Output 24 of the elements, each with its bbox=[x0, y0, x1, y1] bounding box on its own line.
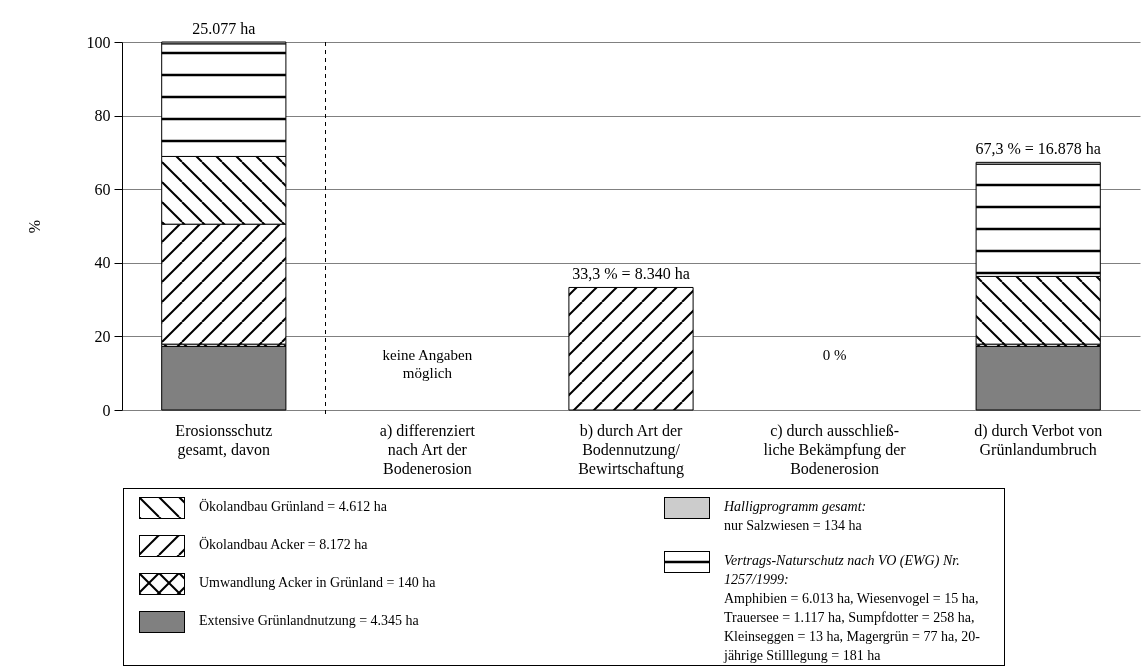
y-tick-label: 60 bbox=[94, 180, 111, 198]
legend-label: Extensive Grünlandnutzung = 4.345 ha bbox=[199, 612, 419, 630]
y-tick-label: 0 bbox=[102, 401, 111, 419]
legend-label: Vertrags-Naturschutz nach VO (EWG) Nr. 1257/1999: Amphibien = 6.013 ha, Wiesenvogel = 15 ha, Trauersee = 1.117 ha, Sumpfdotter = 258 ha, Kleinseggen = 13 ha, Magergrün = 77 ha, 20-jährige Stilllegung = 181 ha bbox=[724, 552, 981, 665]
y-axis-title: % bbox=[25, 219, 43, 234]
annotation: 67,3 % = 16.878 ha bbox=[975, 140, 1101, 158]
x-tick-label: b) durch Art der Bodennutzung/ Bewirtschaftung bbox=[578, 421, 684, 478]
y-tick-label: 100 bbox=[86, 33, 111, 51]
annotation: 25.077 ha bbox=[192, 20, 256, 37]
x-tick-label: c) durch ausschließ- liche Bekämpfung der Bodenerosion bbox=[763, 421, 907, 477]
legend-label: Ökolandbau Grünland = 4.612 ha bbox=[199, 498, 387, 516]
annotation: keine Angaben möglich bbox=[382, 347, 473, 381]
y-tick-label: 20 bbox=[94, 327, 111, 345]
x-tick-label: d) durch Verbot von Grünlandumbruch bbox=[974, 421, 1103, 458]
annotation: 0 % bbox=[822, 347, 847, 363]
x-tick-label: Erosionsschutz gesamt, davon bbox=[175, 421, 273, 459]
y-tick-label: 40 bbox=[94, 254, 111, 272]
legend-label: Umwandlung Acker in Grünland = 140 ha bbox=[199, 574, 436, 592]
legend-label: Ökolandbau Acker = 8.172 ha bbox=[199, 536, 368, 554]
legend-label: Halligprogramm gesamt: nur Salzwiesen = 134 ha bbox=[724, 498, 868, 535]
bar bbox=[568, 286, 694, 411]
y-tick-label: 80 bbox=[94, 107, 111, 125]
x-tick-label: a) differenziert nach Art der Bodenerosion bbox=[379, 421, 476, 477]
annotation: 33,3 % = 8.340 ha bbox=[572, 265, 690, 283]
